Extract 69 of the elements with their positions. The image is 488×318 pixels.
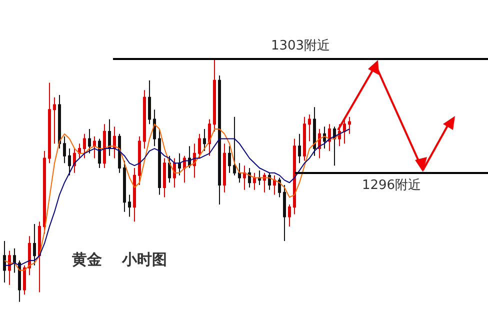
- candlestick: [78, 143, 81, 159]
- candlestick: [323, 126, 326, 150]
- candlestick: [203, 128, 206, 152]
- candlestick: [83, 133, 86, 159]
- candlestick: [93, 136, 96, 159]
- candlestick: [138, 136, 141, 186]
- ref-line-label: 1296附近: [362, 178, 422, 193]
- candlestick: [298, 133, 301, 164]
- candlestick: [18, 260, 21, 302]
- candlestick: [158, 128, 161, 196]
- candlestick: [288, 204, 291, 227]
- candlestick: [148, 80, 151, 125]
- candlestick: [313, 106, 316, 156]
- candlestick: [343, 118, 346, 144]
- candlestick: [233, 116, 236, 176]
- candlestick: [98, 138, 101, 169]
- candlestick: [173, 158, 176, 188]
- candlestick: [58, 94, 61, 150]
- candlestick: [283, 184, 286, 242]
- candlestick: [73, 148, 76, 174]
- candlestick: [33, 224, 36, 266]
- candlestick: [43, 150, 46, 234]
- candlestick: [168, 155, 171, 184]
- candlestick: [53, 96, 56, 144]
- candlestick: [188, 146, 191, 169]
- candlestick: [293, 138, 296, 215]
- candlestick: [143, 90, 146, 150]
- candlestick: [88, 128, 91, 154]
- candlestick: [103, 124, 106, 169]
- candlestick: [333, 126, 336, 166]
- candlestick: [163, 158, 166, 198]
- candlestick: [133, 168, 136, 222]
- candlestick: [238, 162, 241, 184]
- candlestick: [213, 58, 216, 132]
- candlestick: [328, 124, 331, 152]
- candlestick: [303, 116, 306, 162]
- candlestick: [198, 133, 201, 159]
- candlestick: [228, 146, 231, 174]
- candlestick: [278, 177, 281, 198]
- candlestick: [108, 118, 111, 156]
- candlestick: [48, 82, 51, 164]
- candlestick: [273, 174, 276, 196]
- candlestick: [348, 116, 351, 134]
- candlestick: [68, 148, 71, 176]
- candlestick: [118, 133, 121, 174]
- candlestick: [3, 240, 6, 283]
- candlestick: [63, 136, 66, 164]
- candlestick: [243, 165, 246, 190]
- candlestick: [338, 124, 341, 147]
- ref-line-label: 1303附近: [270, 38, 330, 54]
- candlestick: [208, 118, 211, 156]
- candlestick: [23, 264, 26, 296]
- candlestick: [38, 221, 41, 293]
- candlestick: [128, 194, 131, 218]
- candlestick: [308, 114, 311, 142]
- candlestick: [183, 155, 186, 184]
- candlestick: [223, 143, 226, 193]
- candlestick: [178, 152, 181, 176]
- candlestick: [218, 74, 221, 206]
- candlestick: [8, 250, 11, 286]
- candlestick: [153, 109, 156, 147]
- candlestick: [123, 160, 126, 212]
- candlestick: [28, 236, 31, 276]
- candlestick: [13, 248, 16, 274]
- candlestick: [253, 172, 256, 190]
- annotation: 黄金 小时图: [71, 250, 168, 268]
- candlestick: [113, 126, 116, 159]
- candlestick: [258, 170, 261, 186]
- candlestick: [248, 168, 251, 188]
